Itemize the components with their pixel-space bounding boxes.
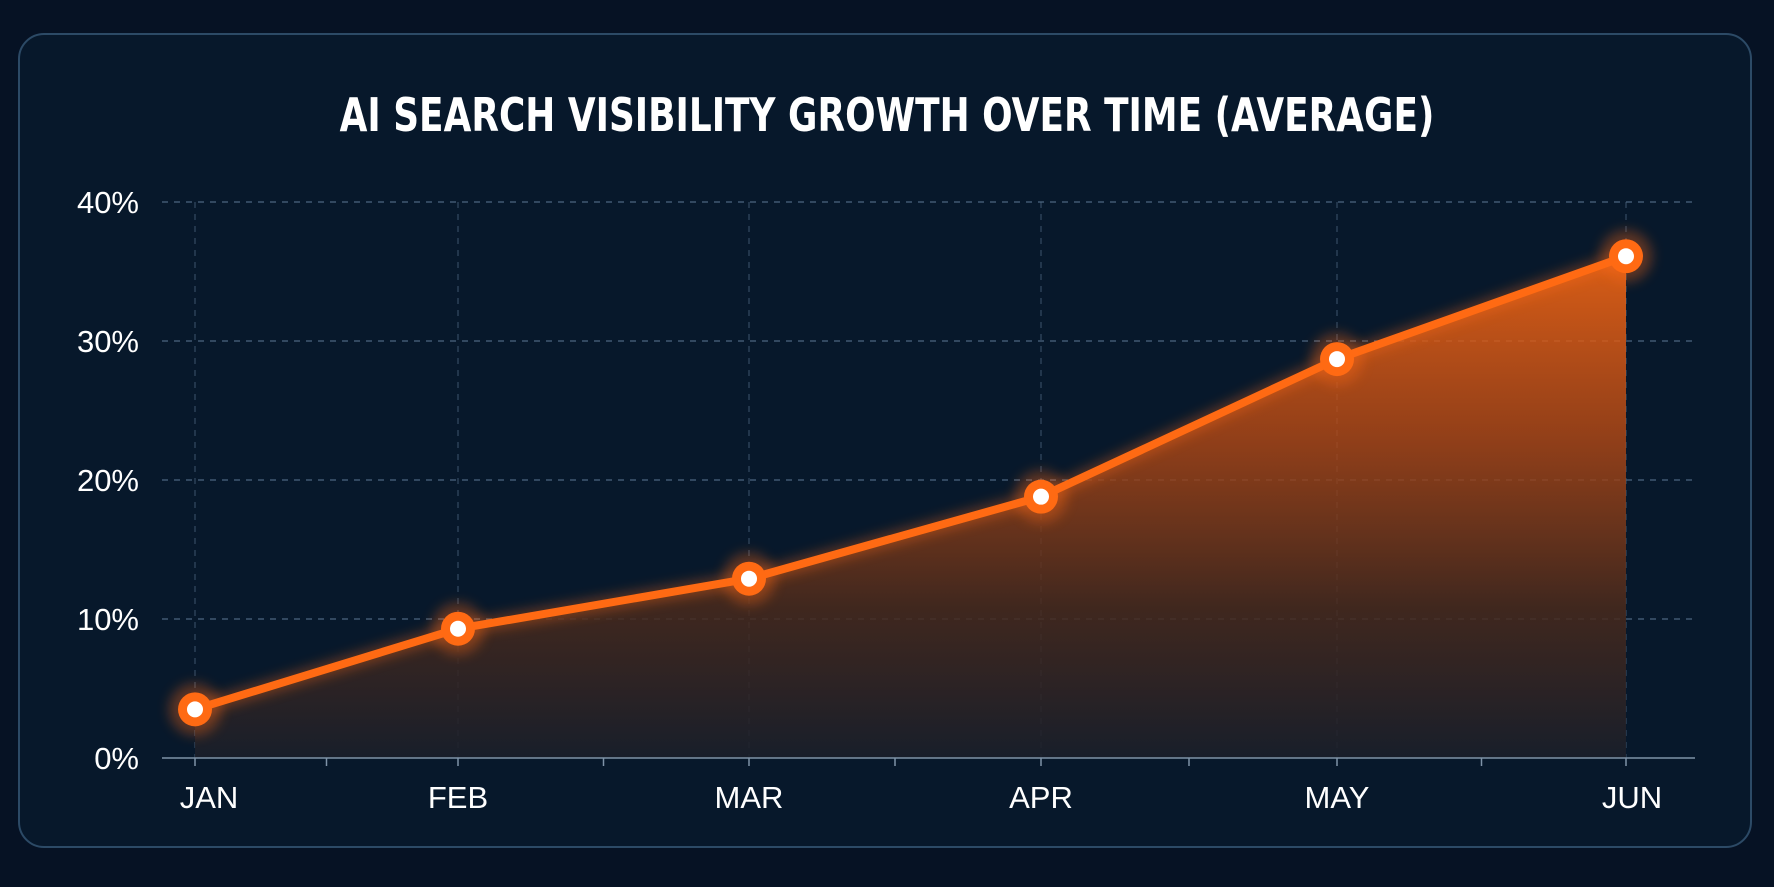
x-tick-label: MAR <box>715 780 784 815</box>
data-point-apr <box>1015 470 1067 523</box>
data-point-mar <box>723 552 775 605</box>
x-tick-label: MAY <box>1305 780 1370 815</box>
x-tick-label: FEB <box>428 780 488 815</box>
axes <box>162 757 1695 766</box>
area-fill <box>195 256 1626 758</box>
y-tick-label: 30% <box>77 324 139 359</box>
data-points <box>169 230 1652 736</box>
data-point-may <box>1311 333 1363 386</box>
data-point-center <box>741 570 757 587</box>
data-point-jun <box>1600 230 1652 283</box>
data-point-center <box>450 620 466 637</box>
x-tick-label: JUN <box>1602 780 1662 815</box>
y-tick-label: 10% <box>77 602 139 637</box>
y-tick-label: 0% <box>94 741 139 776</box>
series-line <box>191 252 1630 714</box>
x-tick-label: JAN <box>180 780 239 815</box>
series-line-layer <box>191 249 1630 717</box>
data-point-center <box>187 701 203 718</box>
data-point-center <box>1329 351 1345 368</box>
data-point-center <box>1618 248 1634 265</box>
y-tick-label: 40% <box>77 185 139 220</box>
y-tick-label: 20% <box>77 463 139 498</box>
area-layer <box>195 256 1626 758</box>
data-point-feb <box>432 602 484 655</box>
x-tick-label: APR <box>1009 780 1073 815</box>
chart-title: AI SEARCH VISIBILITY GROWTH OVER TIME (A… <box>339 88 1435 142</box>
tick-labels: 0% 10% 20% 30% 40% JAN FEB MAR APR MAY JUN <box>77 185 1662 815</box>
data-point-jan <box>169 683 221 736</box>
data-point-center <box>1033 488 1049 505</box>
